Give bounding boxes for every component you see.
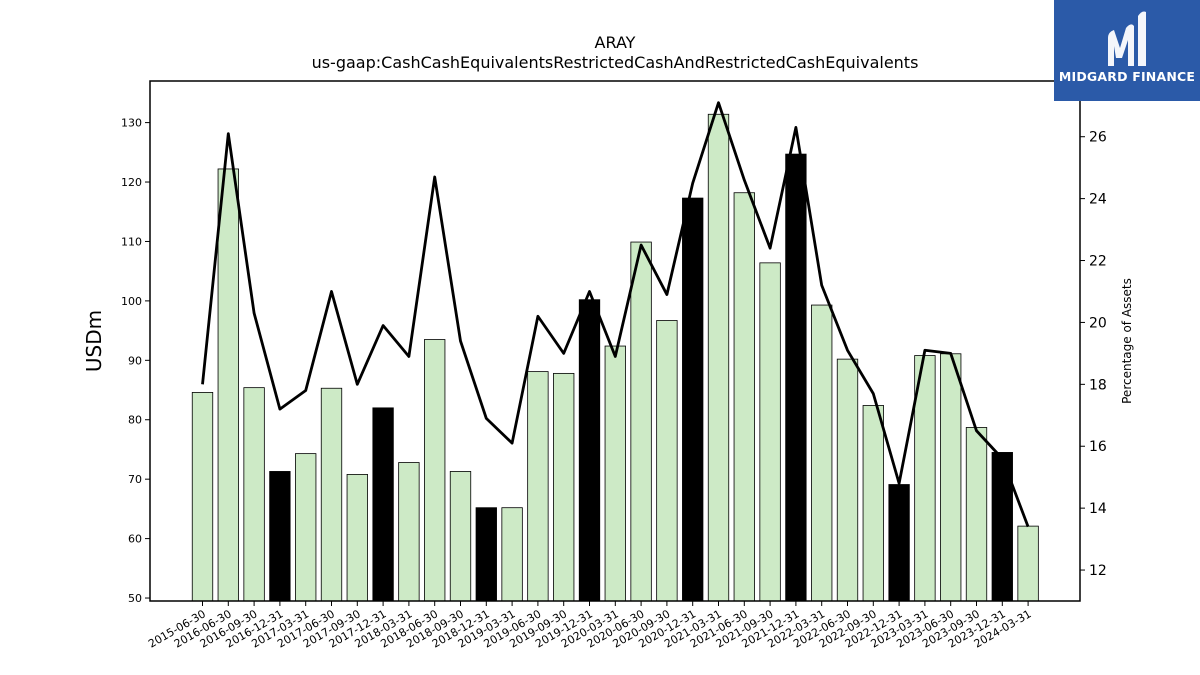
x-axis: 2015-06-302016-06-302016-09-302016-12-31… — [146, 601, 1034, 651]
bar-2016-09-30 — [243, 387, 265, 602]
y-tick-label: 110 — [121, 235, 142, 248]
percentage-line — [201, 101, 1030, 528]
bar-2020-09-30 — [656, 320, 678, 602]
bar-2019-09-30 — [553, 372, 575, 602]
y-tick-label: 50 — [128, 592, 142, 605]
bar-2023-09-30 — [965, 427, 988, 602]
bar-2018-09-30 — [449, 471, 472, 602]
bar-2021-12-31 — [785, 153, 807, 602]
bar-2016-12-31 — [269, 471, 291, 602]
y2-axis-label: Percentage of Assets — [1120, 278, 1134, 404]
y2-tick-label: 16 — [1089, 439, 1107, 455]
bar-2021-06-30 — [733, 192, 755, 602]
left-y-axis: 50 60 70 80 90 100 110 120 130 — [121, 117, 150, 605]
bar-2016-06-30 — [217, 168, 239, 602]
bar-2024-03-31 — [1017, 525, 1039, 602]
bar-2022-09-30 — [862, 405, 884, 602]
bar-2019-06-30 — [527, 371, 549, 602]
right-y-axis: 12 14 16 18 20 22 24 26 — [1080, 130, 1107, 579]
bar-2019-12-31 — [578, 299, 601, 602]
brand-logo: MIDGARD FINANCE — [1054, 0, 1200, 101]
y-tick-label: 80 — [128, 414, 142, 427]
bar-2018-03-31 — [398, 462, 420, 602]
y-tick-label: 90 — [128, 354, 142, 367]
y-tick-label: 100 — [121, 295, 142, 308]
bar-2021-03-31 — [707, 113, 730, 602]
bar-2017-09-30 — [346, 474, 368, 602]
bar-2017-06-30 — [320, 387, 343, 602]
y2-tick-label: 14 — [1089, 501, 1107, 517]
chart-title: ARAY — [594, 33, 636, 52]
bar-2022-12-31 — [888, 484, 910, 602]
bar-2018-06-30 — [424, 339, 446, 602]
line-series — [201, 101, 1030, 528]
midgard-m-logo-icon — [1108, 11, 1146, 66]
bar-2018-12-31 — [475, 507, 497, 602]
bar-2021-09-30 — [759, 262, 781, 602]
bar-2015-06-30 — [191, 392, 214, 602]
y-tick-label: 70 — [128, 473, 142, 486]
bar-2017-03-31 — [295, 453, 317, 602]
bar-2020-12-31 — [682, 197, 704, 602]
y2-tick-label: 20 — [1089, 315, 1107, 331]
y2-tick-label: 18 — [1089, 377, 1107, 393]
y2-tick-label: 22 — [1089, 254, 1107, 270]
y-axis-label: USDm — [82, 310, 106, 372]
bar-2020-06-30 — [630, 241, 652, 602]
y2-tick-label: 12 — [1089, 563, 1107, 579]
y-tick-label: 60 — [128, 533, 142, 546]
y2-tick-label: 26 — [1089, 130, 1107, 146]
brand-name: MIDGARD FINANCE — [1058, 69, 1196, 84]
bar-2022-06-30 — [836, 358, 859, 602]
y-tick-label: 120 — [121, 176, 142, 189]
bar-2023-06-30 — [940, 353, 962, 602]
bar-2017-12-31 — [372, 407, 394, 602]
chart-subtitle: us-gaap:CashCashEquivalentsRestrictedCas… — [311, 53, 919, 72]
bar-2019-03-31 — [501, 507, 523, 602]
bar-2022-03-31 — [811, 304, 833, 602]
bar-series — [191, 113, 1039, 602]
y2-tick-label: 24 — [1089, 192, 1107, 208]
y-tick-label: 130 — [121, 117, 142, 130]
bar-2020-03-31 — [604, 345, 626, 602]
